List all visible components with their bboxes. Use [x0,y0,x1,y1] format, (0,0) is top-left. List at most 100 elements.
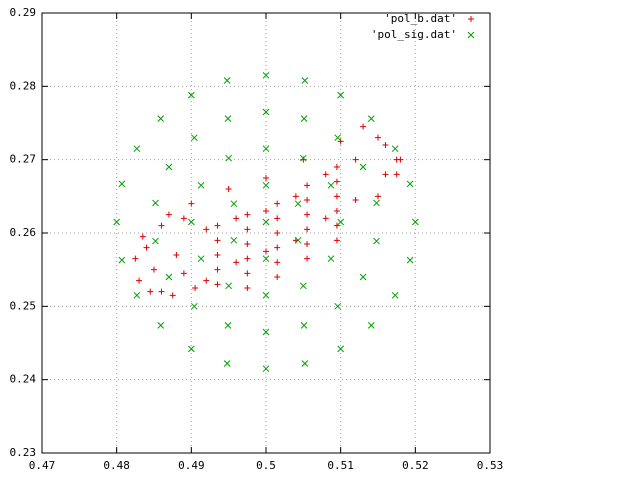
point [337,218,345,226]
point [304,226,311,233]
point [304,211,311,218]
point [262,145,270,153]
point [143,244,150,251]
point [299,282,307,290]
point [274,274,281,280]
point [244,226,251,233]
point [300,115,308,122]
point [352,156,359,163]
point [393,171,400,178]
point [157,322,165,329]
point [224,322,232,329]
point [225,282,233,290]
point [190,134,198,142]
point [391,291,399,299]
point [304,241,311,247]
point [233,215,240,222]
point [322,171,329,178]
point [337,91,345,99]
point [397,156,404,163]
x-tick-label: 0.52 [402,459,429,472]
y-tick-label: 0.23 [10,446,37,459]
point [244,241,251,247]
x-tick-label: 0.5 [256,459,276,472]
point [136,277,143,284]
x-tick-label: 0.51 [327,459,354,472]
point [262,255,270,263]
point [304,197,311,203]
point [263,248,269,255]
point [262,108,270,116]
point [333,193,340,200]
point [274,200,281,207]
point [359,163,367,171]
point [244,255,251,262]
point [367,115,375,122]
point [223,360,231,367]
point [262,328,270,336]
point [132,255,139,262]
point [327,181,335,189]
point [333,208,340,214]
point [391,145,399,153]
point [262,365,270,373]
point [373,237,380,245]
point [274,244,281,251]
point [301,360,309,367]
y-tick-label: 0.27 [10,153,37,166]
y-tick-label: 0.25 [10,299,37,312]
y-tick-label: 0.29 [10,6,37,19]
point [304,255,311,262]
point [299,154,307,162]
point [223,77,231,84]
point [203,277,210,284]
point [214,252,221,258]
point [165,273,173,281]
point [152,199,159,207]
point [262,71,270,79]
point [406,180,414,188]
x-tick-label: 0.49 [178,459,205,472]
point [187,345,195,353]
point [192,285,199,291]
point [304,182,311,189]
legend-marker [468,16,474,22]
point [244,270,251,277]
y-tick-label: 0.24 [10,373,37,386]
legend-label: 'pol_sig.dat' [371,28,457,41]
point [225,154,233,162]
point [113,218,121,226]
point [197,255,205,263]
point [292,193,299,200]
point [382,142,389,148]
point [406,256,414,264]
point [294,200,302,208]
point [334,134,342,142]
point [375,193,381,200]
point [337,345,345,353]
point [373,199,380,207]
point [300,322,308,329]
point [262,218,270,226]
y-tick-label: 0.26 [10,226,37,239]
point [337,138,344,145]
point [187,218,195,226]
x-tick-label: 0.47 [29,459,56,472]
point [225,186,232,192]
point [263,208,269,214]
point [322,215,329,222]
point [165,211,172,218]
point [274,259,281,266]
point [230,200,238,208]
point [375,134,381,141]
point [118,256,126,264]
point [359,273,367,281]
point [411,218,419,226]
plot-marks [113,71,419,373]
point [173,252,180,258]
point [190,302,198,310]
x-tick-label: 0.48 [103,459,130,472]
point [274,215,281,222]
